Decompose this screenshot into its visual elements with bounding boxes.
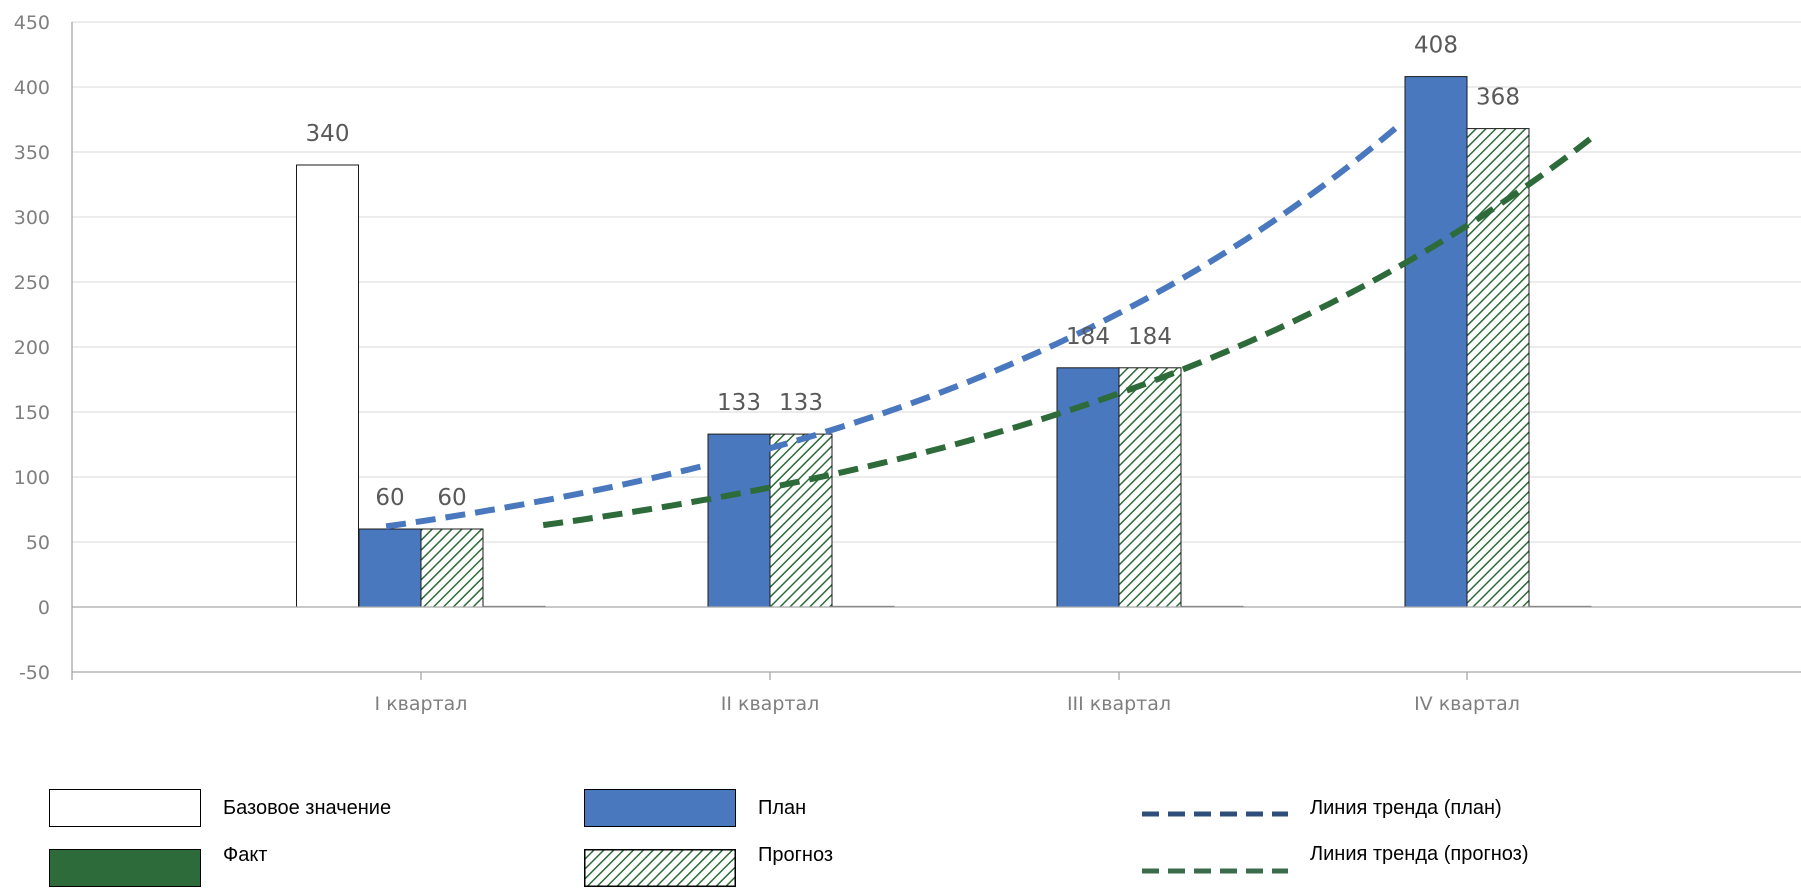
- data-label: 60: [375, 485, 404, 511]
- y-tick-label: 250: [14, 272, 50, 294]
- y-tick-label: 150: [14, 402, 50, 424]
- data-label: 368: [1476, 85, 1520, 111]
- bar: [1118, 367, 1182, 608]
- y-tick-label: 0: [38, 597, 50, 619]
- y-tick-label: 400: [14, 77, 50, 99]
- y-tick-label: 200: [14, 337, 50, 359]
- data-labels: 340 60 133 184 408 60 133 184 368: [306, 33, 1520, 511]
- data-label: 184: [1066, 324, 1110, 350]
- bar: [1056, 367, 1120, 608]
- bar: [358, 528, 422, 608]
- x-tick-label: II квартал: [721, 693, 819, 715]
- y-tick-label: 350: [14, 142, 50, 164]
- y-tick-label: 300: [14, 207, 50, 229]
- trendline-forecast: [542, 136, 1592, 529]
- data-label: 60: [437, 485, 466, 511]
- axes: -50 0 50 100 150 200 250 300 350 400 450 I квартал I…: [14, 12, 1801, 715]
- bars: [296, 76, 1592, 608]
- data-label: 133: [779, 390, 823, 416]
- bar: [296, 164, 359, 608]
- x-tick-label: IV квартал: [1414, 693, 1520, 715]
- data-label: 133: [717, 390, 761, 416]
- y-tick-label: 100: [14, 467, 50, 489]
- trendline-plan: [385, 123, 1401, 530]
- x-tick-label: III квартал: [1067, 693, 1171, 715]
- bar: [1404, 76, 1468, 608]
- data-label: 408: [1414, 33, 1458, 59]
- y-tick-label: -50: [19, 662, 50, 684]
- trendlines: [385, 123, 1592, 530]
- data-label: 184: [1128, 324, 1172, 350]
- x-tick-label: I квартал: [375, 693, 468, 715]
- bar: [769, 433, 833, 608]
- data-label: 340: [306, 121, 350, 147]
- bar: [1466, 128, 1530, 608]
- y-tick-label: 450: [14, 12, 50, 34]
- bar: [420, 528, 484, 608]
- y-tick-label: 50: [26, 532, 50, 554]
